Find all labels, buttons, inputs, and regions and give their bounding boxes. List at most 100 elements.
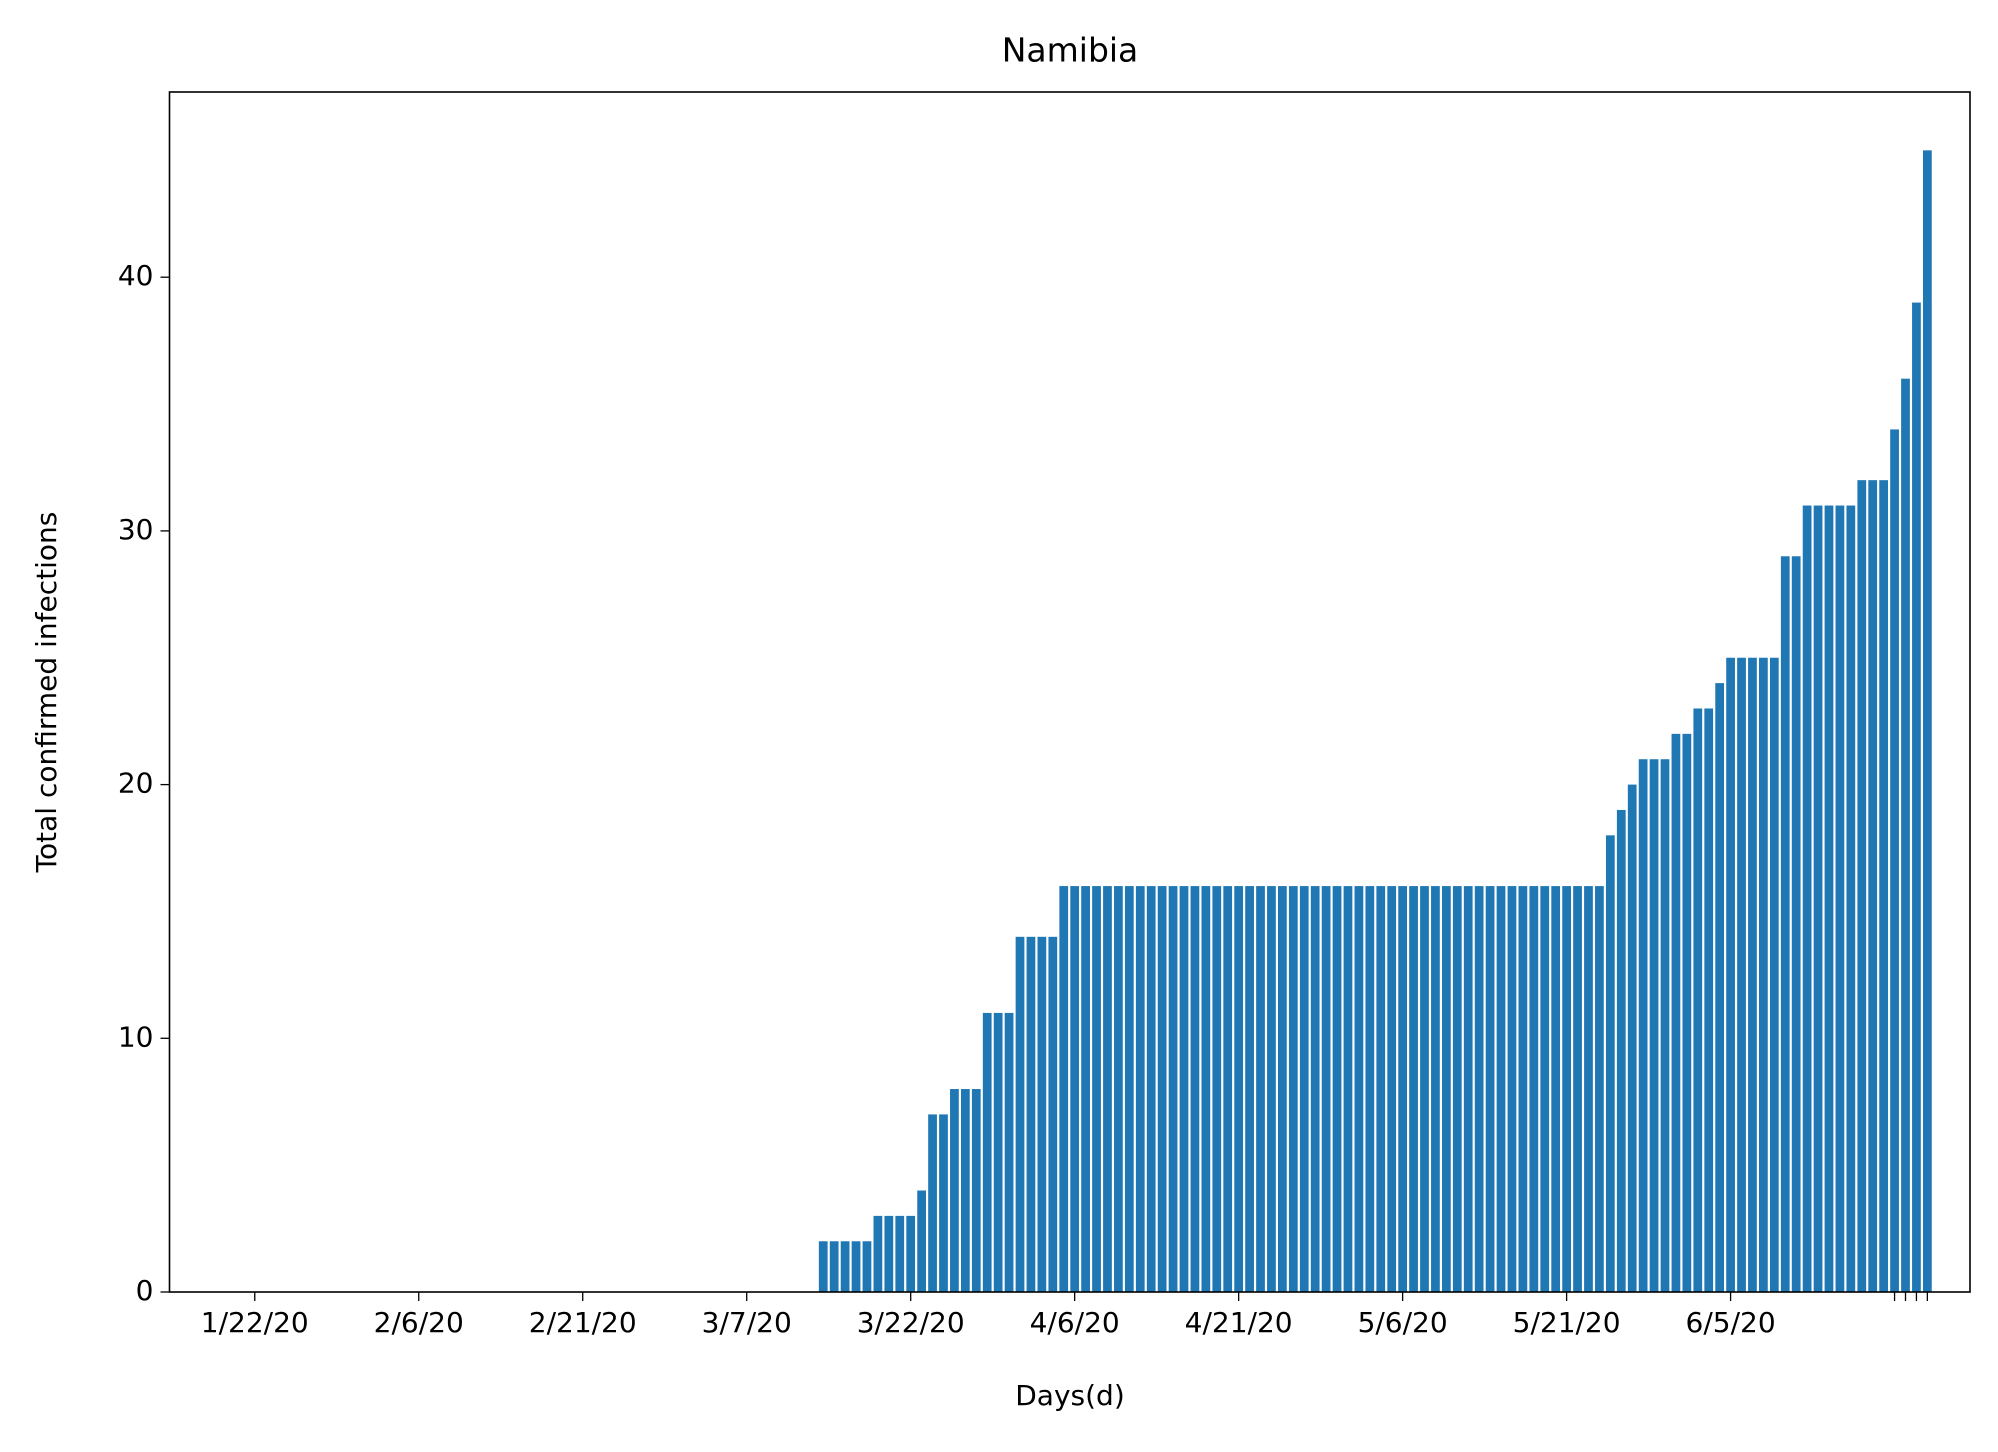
- bar: [906, 1215, 916, 1292]
- x-tick-label: 5/21/20: [1513, 1306, 1621, 1339]
- bar: [818, 1241, 828, 1292]
- y-tick-label: 0: [136, 1274, 154, 1307]
- bar: [917, 1190, 926, 1292]
- bar: [1912, 302, 1921, 1293]
- bar: [960, 1089, 970, 1292]
- bar: [1431, 886, 1440, 1292]
- bar: [1529, 886, 1539, 1292]
- bar: [829, 1241, 839, 1292]
- bar: [1409, 886, 1418, 1292]
- bar: [1802, 505, 1812, 1293]
- bar: [1890, 429, 1899, 1292]
- bar: [1595, 886, 1604, 1292]
- bar: [1835, 505, 1845, 1293]
- bar: [1223, 886, 1233, 1292]
- bar: [1201, 886, 1211, 1292]
- bar: [1901, 378, 1910, 1292]
- bar: [1627, 784, 1637, 1292]
- bar: [840, 1241, 850, 1292]
- bar: [1124, 886, 1134, 1292]
- bar: [1310, 886, 1320, 1292]
- bar: [1157, 886, 1167, 1292]
- bar: [1288, 886, 1298, 1292]
- bar: [1715, 683, 1725, 1292]
- bar: [1343, 886, 1353, 1292]
- bar: [1420, 886, 1429, 1292]
- bar: [950, 1089, 959, 1292]
- bar: [1081, 886, 1090, 1292]
- bar: [1190, 886, 1200, 1292]
- bar: [1354, 886, 1364, 1292]
- bar: [1737, 657, 1746, 1292]
- bar: [862, 1241, 872, 1292]
- bar: [1671, 733, 1681, 1292]
- y-tick-label: 40: [118, 259, 154, 292]
- bar: [1004, 1012, 1014, 1292]
- bar: [1212, 886, 1222, 1292]
- bar: [1813, 505, 1823, 1293]
- bar: [1474, 886, 1484, 1292]
- bar: [1726, 657, 1735, 1292]
- bar: [1452, 886, 1462, 1292]
- x-tick-label: 3/22/20: [857, 1306, 965, 1339]
- bar: [1398, 886, 1408, 1292]
- bar: [1824, 505, 1834, 1293]
- bar: [1245, 886, 1254, 1292]
- bar: [928, 1114, 937, 1292]
- bar: [971, 1089, 981, 1292]
- y-axis-label: Total confirmed infections: [30, 512, 63, 874]
- bar: [1485, 886, 1495, 1292]
- bar: [851, 1241, 861, 1292]
- bar: [1584, 886, 1593, 1292]
- bar: [1780, 556, 1790, 1292]
- y-tick-label: 10: [118, 1020, 154, 1053]
- bar: [1168, 886, 1178, 1292]
- bar: [1278, 886, 1287, 1292]
- bar: [1387, 886, 1397, 1292]
- bar: [1146, 886, 1156, 1292]
- bar: [1649, 759, 1659, 1292]
- bar: [1026, 936, 1036, 1292]
- bar: [1179, 886, 1189, 1292]
- bar: [1616, 809, 1626, 1292]
- bar: [1879, 480, 1889, 1293]
- bar: [1540, 886, 1550, 1292]
- bar: [1704, 708, 1714, 1292]
- x-tick-label: 5/6/20: [1358, 1306, 1448, 1339]
- bar: [939, 1114, 948, 1292]
- bar: [1070, 886, 1080, 1292]
- bar: [1922, 150, 1932, 1292]
- x-tick-label: 1/22/20: [201, 1306, 309, 1339]
- bar: [1791, 556, 1801, 1292]
- bar: [1441, 886, 1451, 1292]
- bar: [1573, 886, 1582, 1292]
- bar: [1562, 886, 1571, 1292]
- bar: [1769, 657, 1779, 1292]
- bar: [884, 1215, 894, 1292]
- bar: [895, 1215, 905, 1292]
- bar: [1332, 886, 1342, 1292]
- bar: [1299, 886, 1309, 1292]
- bar: [1463, 886, 1473, 1292]
- x-tick-label: 4/21/20: [1185, 1306, 1293, 1339]
- x-axis-label: Days(d): [1015, 1379, 1125, 1412]
- bar: [1376, 886, 1386, 1292]
- bar: [1605, 835, 1615, 1292]
- x-tick-label: 3/7/20: [702, 1306, 792, 1339]
- x-tick-label: 6/5/20: [1686, 1306, 1776, 1339]
- bar: [1868, 480, 1878, 1293]
- bar: [1365, 886, 1375, 1292]
- bar: [1103, 886, 1112, 1292]
- y-tick-label: 20: [118, 767, 154, 800]
- bar: [1496, 886, 1506, 1292]
- bar: [1092, 886, 1101, 1292]
- bar: [1660, 759, 1670, 1292]
- bar: [1748, 657, 1757, 1292]
- bar: [993, 1012, 1003, 1292]
- bar: [1846, 505, 1856, 1293]
- x-tick-label: 2/21/20: [529, 1306, 637, 1339]
- bar: [1037, 936, 1047, 1292]
- bar: [1638, 759, 1648, 1292]
- bar: [1518, 886, 1528, 1292]
